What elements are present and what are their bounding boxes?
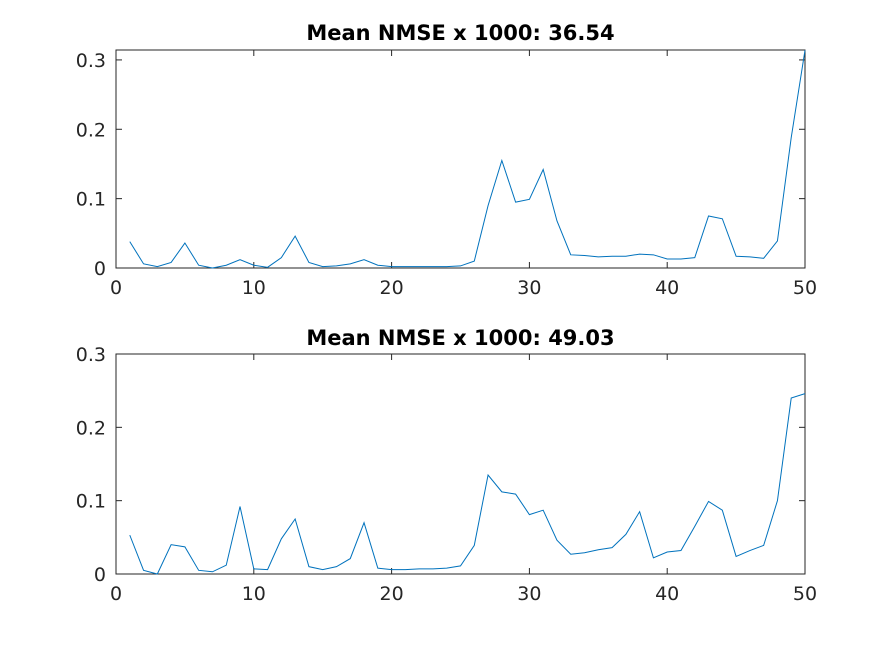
y-tick-label: 0.3 [76, 344, 106, 366]
x-tick-label: 0 [110, 277, 122, 299]
axes-box [115, 353, 806, 575]
x-tick-label: 10 [242, 277, 266, 299]
x-tick-label: 40 [655, 277, 679, 299]
x-tick-label: 50 [793, 583, 817, 605]
x-tick-label: 40 [655, 583, 679, 605]
x-tick-label: 0 [110, 583, 122, 605]
series-line [129, 50, 806, 269]
y-tick-label: 0.3 [76, 50, 106, 72]
chart-title: Mean NMSE x 1000: 49.03 [306, 326, 614, 350]
y-tick-label: 0 [94, 564, 106, 586]
x-tick-label: 30 [517, 277, 541, 299]
y-tick-label: 0.2 [76, 119, 106, 141]
y-tick-label: 0.1 [76, 491, 106, 513]
series-line [129, 393, 806, 575]
chart-title: Mean NMSE x 1000: 36.54 [306, 21, 614, 45]
y-tick-label: 0.2 [76, 417, 106, 439]
subplot-bottom: Mean NMSE x 1000: 49.03 0 10 20 30 40 50 0 0.1 0.… [76, 326, 817, 605]
y-tick-label: 0 [94, 258, 106, 280]
x-tick-label: 20 [380, 277, 404, 299]
x-tick-label: 10 [242, 583, 266, 605]
x-tick-label: 30 [517, 583, 541, 605]
x-tick-label: 50 [793, 277, 817, 299]
x-tick-label: 20 [380, 583, 404, 605]
subplot-top: Mean NMSE x 1000: 36.54 0 10 20 30 40 50 0 0.1 0.… [76, 21, 817, 299]
axes-box [115, 49, 806, 269]
y-tick-label: 0.1 [76, 189, 106, 211]
